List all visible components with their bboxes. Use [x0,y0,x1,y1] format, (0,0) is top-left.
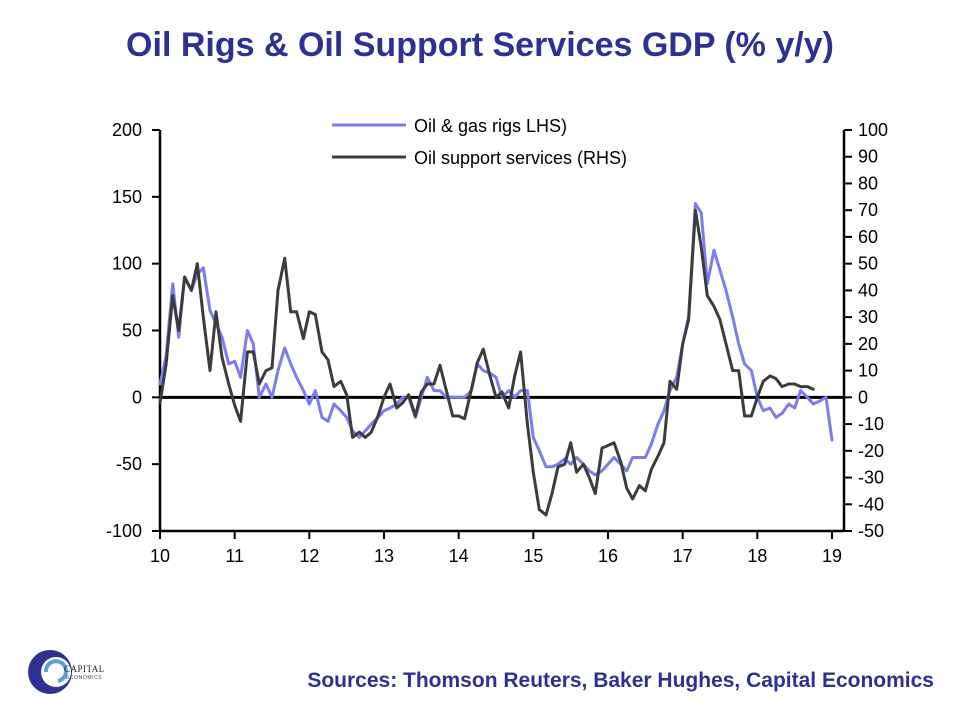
legend: Oil & gas rigs LHS) Oil support services… [332,116,627,168]
x-tick-label: 11 [225,546,244,566]
right-tick-label: -40 [858,494,884,514]
right-tick-label: 50 [858,254,878,274]
right-tick-label: -50 [858,521,884,541]
right-tick-label: 90 [858,147,878,167]
right-tick-label: 30 [858,307,878,327]
x-tick-label: 12 [299,546,319,566]
left-tick-label: 100 [112,254,142,274]
left-tick-label: -50 [116,454,142,474]
right-tick-label: 70 [858,200,878,220]
x-tick-label: 16 [598,546,618,566]
logo-mark-icon [28,650,72,694]
x-tick-label: 17 [673,546,693,566]
x-tick-label: 19 [822,546,842,566]
legend-label-support: Oil support services (RHS) [414,148,627,168]
right-tick-label: 60 [858,227,878,247]
right-tick-label: 10 [858,361,878,381]
capital-economics-logo: CAPITAL ECONOMICS [26,642,116,704]
x-tick-label: 14 [449,546,469,566]
plot-frame [158,130,846,533]
right-tick-label: 20 [858,334,878,354]
logo-text-economics: ECONOMICS [66,675,103,681]
left-tick-label: -100 [106,521,142,541]
legend-label-rigs: Oil & gas rigs LHS) [414,116,567,136]
left-y-axis: 200 150 100 50 0 -50 -100 [106,120,160,541]
source-note: Sources: Thomson Reuters, Baker Hughes, … [307,669,934,692]
left-tick-label: 50 [122,321,142,341]
x-tick-label: 15 [523,546,543,566]
right-tick-label: -20 [858,441,884,461]
series-layer [158,202,834,517]
support-series-line [158,208,815,517]
right-tick-label: 80 [858,173,878,193]
right-tick-label: -30 [858,468,884,488]
right-tick-label: 100 [858,120,888,140]
rigs-series-line [158,202,834,477]
left-tick-label: 150 [112,187,142,207]
logo-text-capital: CAPITAL [64,664,105,674]
left-tick-label: 0 [132,387,142,407]
x-tick-label: 10 [150,546,170,566]
right-tick-label: -10 [858,414,884,434]
x-tick-label: 18 [747,546,767,566]
chart-title: Oil Rigs & Oil Support Services GDP (% y… [126,26,834,64]
x-tick-label: 13 [374,546,394,566]
right-tick-label: 40 [858,280,878,300]
right-tick-label: 0 [858,387,868,407]
left-tick-label: 200 [112,120,142,140]
x-axis: 10 11 12 13 14 15 16 17 18 19 [150,531,842,566]
